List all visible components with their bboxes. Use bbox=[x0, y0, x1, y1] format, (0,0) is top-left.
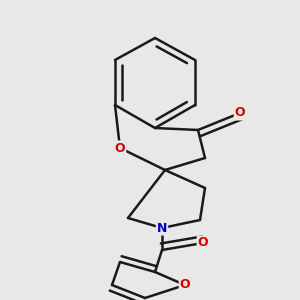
Text: O: O bbox=[180, 278, 190, 292]
Text: N: N bbox=[157, 221, 167, 235]
Text: O: O bbox=[115, 142, 125, 154]
Text: O: O bbox=[198, 236, 208, 250]
Text: O: O bbox=[235, 106, 245, 119]
